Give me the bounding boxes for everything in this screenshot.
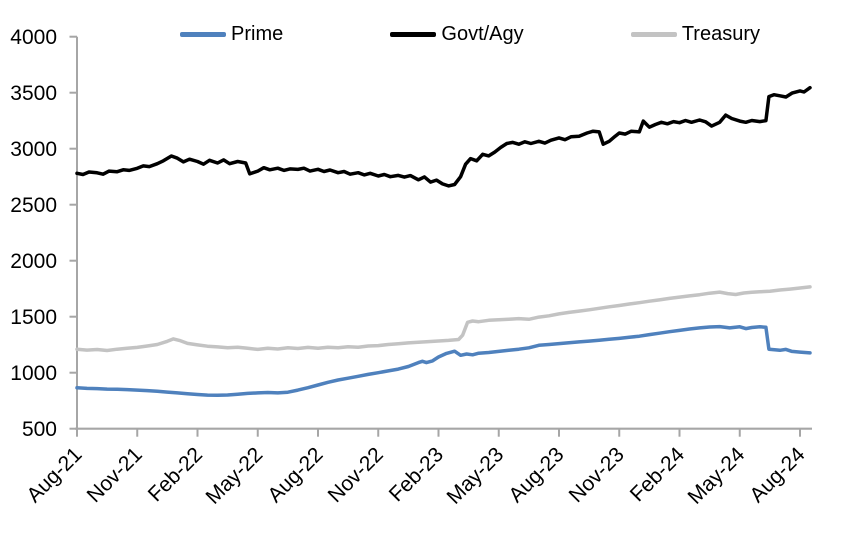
chart-legend: Prime Govt/Agy Treasury xyxy=(180,24,760,44)
series-line-prime xyxy=(75,324,812,398)
y-tick-label: 3000 xyxy=(10,138,57,161)
y-tick-label: 1500 xyxy=(10,306,57,329)
legend-label-govt-agy: Govt/Agy xyxy=(441,23,524,45)
x-tick-label: Nov-21 xyxy=(83,443,147,507)
legend-swatch-treasury-icon xyxy=(630,31,677,37)
legend-label-prime: Prime xyxy=(231,23,284,45)
x-tick-label: Aug-22 xyxy=(263,443,327,507)
x-tick-label: Nov-22 xyxy=(324,443,388,507)
x-tick-label: Nov-23 xyxy=(565,443,629,507)
y-tick-label: 500 xyxy=(22,418,57,441)
legend-item-treasury: Treasury xyxy=(630,23,760,45)
x-tick-label: Aug-24 xyxy=(745,443,809,507)
x-tick-label: Aug-23 xyxy=(504,443,568,507)
y-tick-label: 2500 xyxy=(10,194,57,217)
legend-label-treasury: Treasury xyxy=(681,23,760,45)
y-tick-label: 2000 xyxy=(10,250,57,273)
x-tick-label: Feb-23 xyxy=(385,443,448,506)
x-tick-label: May-22 xyxy=(202,443,268,509)
x-tick-label: May-24 xyxy=(684,443,750,509)
y-tick-label: 3500 xyxy=(10,82,57,105)
x-tick-label: May-23 xyxy=(443,443,509,509)
series-line-govt-agy xyxy=(75,85,812,188)
y-tick-label: 1000 xyxy=(10,362,57,385)
y-tick-label: 4000 xyxy=(10,26,57,49)
x-tick-label: Feb-24 xyxy=(626,443,690,507)
x-tick-label: Aug-21 xyxy=(22,443,86,507)
series-line-treasury xyxy=(75,285,812,353)
x-tick-label: Feb-22 xyxy=(144,443,207,506)
legend-item-prime: Prime xyxy=(180,24,283,44)
legend-item-govt-agy: Govt/Agy xyxy=(390,23,524,45)
legend-swatch-govt-agy-icon xyxy=(390,31,437,37)
legend-swatch-prime-icon xyxy=(180,31,226,37)
